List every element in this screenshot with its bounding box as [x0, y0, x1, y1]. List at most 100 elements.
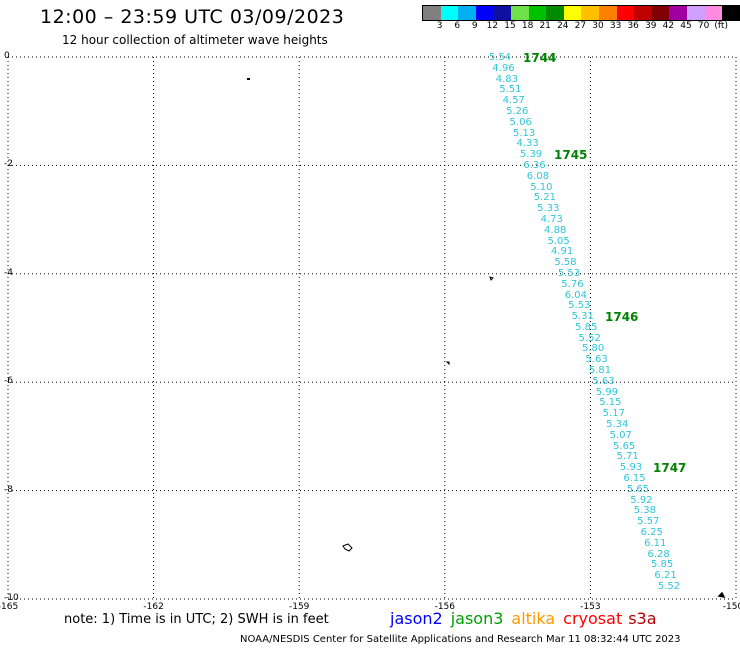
- latitude-label: 0: [4, 51, 10, 61]
- island-mark: [342, 543, 353, 552]
- wave-height-value: 5.39: [519, 149, 543, 161]
- legend-swatch: [510, 6, 529, 20]
- wave-height-value: 4.33: [516, 138, 539, 150]
- wave-height-legend-labels: 3 6 9 12 15 18 21 24 27 30 33 36 39 42 45 70 (ft): [422, 21, 732, 33]
- legend-swatch: [669, 6, 687, 20]
- legend-label: 12: [486, 21, 499, 31]
- wave-height-value: 5.71: [616, 451, 639, 463]
- legend-label: 39: [645, 21, 657, 31]
- wave-height-value: 5.15: [599, 397, 622, 409]
- legend-label: 9: [471, 21, 478, 31]
- credit-footer: NOAA/NESDIS Center for Satellite Applica…: [240, 634, 681, 645]
- island-outlines: [247, 78, 726, 599]
- wave-height-value: 4.91: [550, 246, 574, 258]
- wave-height-value: 5.07: [609, 429, 632, 441]
- wave-height-value: 4.73: [540, 213, 563, 225]
- wave-height-value: 5.80: [581, 343, 605, 355]
- wave-height-value: 5.13: [513, 127, 536, 139]
- legend-swatch: [722, 6, 740, 20]
- latitude-label: -4: [4, 267, 13, 278]
- wave-height-value: 5.65: [626, 483, 650, 495]
- wave-height-value: 5.54: [488, 52, 512, 63]
- longitude-label: -162: [143, 602, 164, 612]
- map-title: 12:00 – 23:59 UTC 03/09/2023: [40, 6, 345, 28]
- longitude-label: -156: [434, 602, 456, 612]
- wave-height-value: 6.08: [526, 170, 550, 182]
- wave-height-value: 5.38: [633, 505, 656, 517]
- wave-height-value: 5.92: [630, 494, 653, 506]
- wave-height-value: 5.85: [650, 559, 674, 571]
- wave-height-value: 5.93: [619, 462, 643, 474]
- legend-swatch: [634, 6, 652, 20]
- satellite-name-cryosat: cryosat: [563, 609, 623, 628]
- legend-swatch: [423, 6, 441, 20]
- wave-height-value: 5.63: [585, 354, 608, 366]
- wave-height-value: 5.05: [547, 235, 570, 247]
- latitude-label: -10: [4, 593, 19, 603]
- satellite-name-altika: altika: [511, 609, 556, 628]
- legend-swatch: [440, 6, 459, 20]
- wave-height-value: 4.96: [492, 62, 515, 74]
- legend-label: 18: [521, 21, 534, 31]
- legend-label: 36: [627, 21, 639, 31]
- legend-swatch: [686, 6, 705, 20]
- longitude-label: -150: [722, 602, 740, 612]
- latitude-label: -6: [4, 376, 13, 387]
- legend-swatch: [546, 6, 564, 20]
- wave-height-value: 4.83: [495, 73, 519, 85]
- island-mark: [489, 276, 494, 281]
- legend-swatch: [616, 6, 635, 20]
- wave-height-value: 5.99: [595, 386, 619, 398]
- wave-height-value: 5.57: [637, 516, 660, 528]
- wave-height-value: 5.52: [657, 581, 681, 592]
- legend-label: 45: [680, 21, 692, 31]
- wave-height-value: 4.88: [544, 224, 567, 236]
- legend-label: 42: [662, 21, 675, 31]
- wave-height-value: 5.85: [575, 321, 598, 333]
- pass-time-label: 1744: [523, 51, 557, 65]
- wave-height-value: 5.10: [530, 181, 553, 193]
- legend-label: 21: [539, 21, 551, 31]
- legend-label: 27: [574, 21, 587, 31]
- wave-height-value: 6.15: [623, 473, 646, 485]
- wave-height-value: 5.34: [606, 419, 629, 431]
- lat-lon-grid: [7, 56, 737, 600]
- satellite-name-s3a: s3a: [628, 609, 657, 628]
- wave-height-value: 6.11: [644, 537, 667, 549]
- wave-height-value: 5.53: [568, 300, 591, 312]
- wave-height-value: 5.58: [554, 257, 577, 269]
- legend-swatch: [581, 6, 599, 20]
- wave-height-value: 5.51: [499, 84, 522, 96]
- legend-label: 30: [592, 21, 604, 31]
- wave-height-value: 5.06: [509, 116, 532, 128]
- pass-time-label: 1746: [605, 310, 639, 324]
- legend-label: 3: [436, 21, 443, 31]
- satellite-legend: jason2 jason3 altika cryosat s3a: [390, 609, 657, 628]
- wave-height-value: 6.25: [640, 527, 663, 539]
- legend-swatch: [563, 6, 582, 20]
- map-subtitle: 12 hour collection of altimeter wave hei…: [62, 33, 328, 47]
- legend-swatch: [528, 6, 547, 20]
- satellite-name-jason3: jason3: [450, 609, 504, 628]
- legend-swatch: [475, 6, 494, 20]
- wave-height-value: 5.21: [533, 192, 556, 204]
- latitude-label: -8: [4, 484, 13, 495]
- wave-height-value: 4.57: [502, 95, 525, 107]
- legend-label: 6: [454, 21, 461, 31]
- legend-swatch: [493, 6, 511, 20]
- wave-height-value: 5.81: [588, 365, 612, 377]
- wave-height-value: 5.53: [557, 267, 581, 279]
- wave-height-value: 5.26: [506, 105, 529, 117]
- island-mark: [717, 591, 726, 599]
- legend-swatch: [598, 6, 617, 20]
- wave-height-value: 5.65: [613, 440, 636, 452]
- wave-height-value: 6.36: [523, 159, 546, 171]
- longitude-label: -159: [288, 602, 310, 612]
- longitude-label: -165: [0, 602, 19, 612]
- legend-swatch: [704, 6, 723, 20]
- legend-swatch: [458, 6, 476, 20]
- wave-height-color-legend: [422, 5, 740, 21]
- legend-label: 15: [504, 21, 516, 31]
